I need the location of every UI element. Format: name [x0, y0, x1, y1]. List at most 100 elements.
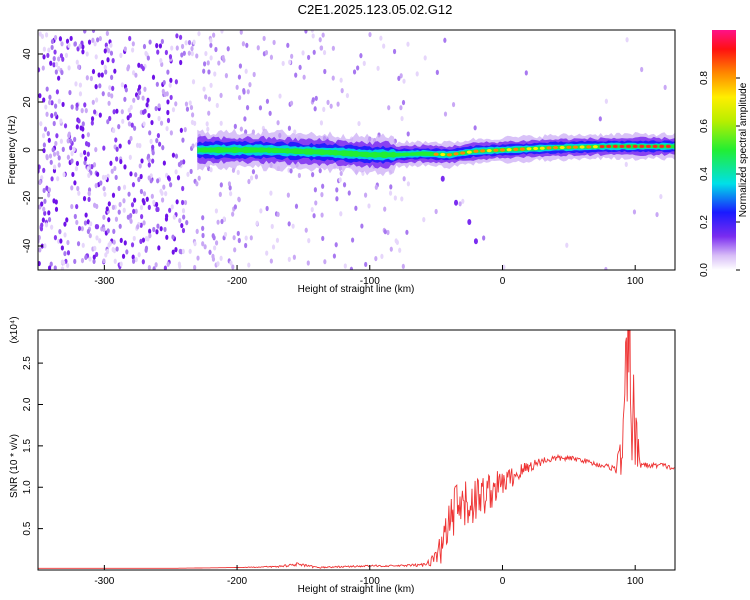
spectrogram-cell [216, 261, 220, 267]
spectrogram-cell [360, 223, 364, 229]
spectrogram-cell [60, 41, 64, 47]
spectrogram-cell [237, 74, 242, 80]
spectrogram-cell [251, 169, 256, 175]
spectrogram-cell [141, 237, 146, 243]
spectrogram-cell [63, 250, 67, 257]
spectrogram-cell [55, 133, 59, 139]
spectrogram-cell [57, 98, 61, 104]
spectrogram-cell [184, 40, 188, 46]
spectrogram-cell [127, 191, 131, 197]
spectrogram-cell [124, 87, 128, 93]
spectrogram-cell [106, 119, 110, 125]
spectrogram-cell [102, 186, 106, 192]
spectrogram-y-tick-label: 40 [22, 48, 33, 60]
spectrogram-cell [48, 153, 53, 159]
spectrogram-cell [331, 75, 335, 81]
spectrogram-cell [242, 87, 246, 94]
spectrogram-cell [54, 69, 58, 75]
spectrogram-cell [151, 74, 156, 80]
spectrogram-cell [224, 73, 229, 79]
spectrogram-cell [406, 131, 410, 137]
spectrogram-cell [126, 64, 131, 70]
spectrogram-cell [106, 228, 110, 234]
spectrogram-cell [40, 222, 44, 228]
spectrogram-cell [213, 71, 217, 77]
spectrogram-cell [169, 94, 173, 101]
spectrogram-cell [74, 81, 78, 87]
spectrogram-cell [42, 206, 46, 212]
spectrogram-cell [131, 182, 136, 188]
spectrogram-cell [172, 214, 176, 220]
spectrogram-cell [314, 95, 318, 101]
spectrogram-cell [400, 196, 404, 202]
spectrogram-cell [147, 204, 151, 210]
spectrogram-x-tick-label: -100 [360, 276, 380, 287]
spectrogram-cell [117, 185, 121, 192]
spectrogram-cell [387, 105, 391, 111]
spectrogram-cell [86, 219, 90, 225]
spectrogram-cell [245, 105, 250, 111]
spectrogram-cell [221, 54, 225, 61]
spectrogram-cell [179, 59, 183, 66]
spectrogram-cell [220, 218, 224, 225]
spectrogram-cell [43, 243, 47, 249]
spectrogram-cell [219, 120, 223, 126]
spectrogram-cell [148, 228, 152, 234]
spectrogram-cell [181, 208, 186, 214]
spectrogram-cell [214, 240, 219, 246]
spectrogram-cell [201, 241, 205, 247]
spectrogram-cell [43, 210, 47, 216]
spectrogram-cell [202, 68, 206, 74]
spectrogram-cell [131, 47, 135, 53]
spectrogram-cell [183, 127, 187, 133]
spectrogram-cell [202, 86, 206, 92]
spectrogram-cell [102, 214, 106, 220]
spectrogram-cell [206, 126, 210, 132]
spectrogram-cell [70, 104, 74, 110]
spectrogram-cell [357, 120, 361, 127]
spectrogram-cell [87, 172, 91, 178]
spectrogram-cell [105, 248, 110, 255]
spectrogram-cell [84, 107, 88, 114]
spectrogram-cell [302, 74, 306, 80]
colorbar-tick-label: 0.4 [699, 167, 710, 181]
spectrogram-cell [50, 224, 54, 230]
spectrogram-cell [161, 145, 165, 151]
spectrogram-cell [73, 136, 77, 142]
spectrogram-cell [269, 190, 273, 196]
spectrogram-cell [292, 254, 296, 260]
spectrogram-cell [195, 53, 199, 59]
spectrogram-cell [237, 237, 241, 244]
spectrogram-cell [171, 152, 176, 158]
spectrogram-hotspot [665, 144, 671, 148]
spectrogram-cell [322, 106, 326, 112]
spectrogram-cell [38, 260, 41, 267]
spectrogram-cell [191, 112, 195, 118]
spectrogram-cell [142, 220, 146, 226]
colorbar-tick-label: 0.8 [699, 71, 710, 85]
spectrogram-cell [98, 112, 102, 118]
spectrogram-cell [83, 149, 87, 156]
spectrogram-cell [105, 206, 109, 212]
spectrogram-cell [42, 97, 46, 103]
spectrogram-cell [313, 187, 317, 193]
spectrogram-cell [207, 69, 211, 75]
spectrogram-cell [85, 51, 89, 57]
spectrogram-cell [336, 101, 340, 107]
spectrogram-cell [63, 123, 68, 129]
spectrogram-cell [190, 46, 194, 52]
spectrogram-cell [313, 106, 317, 112]
spectrogram-cell [52, 56, 56, 62]
spectrogram-cell [289, 168, 293, 174]
spectrogram-cell [187, 39, 192, 46]
spectrogram-cell [155, 81, 159, 87]
spectrogram-cell [84, 156, 88, 162]
spectrogram-cell [45, 111, 49, 117]
spectrogram-cell [81, 44, 85, 50]
spectrogram-cell [269, 258, 273, 264]
spectrogram-cell [193, 241, 197, 247]
spectrogram-cell [53, 164, 57, 170]
spectrogram-cell [229, 191, 233, 197]
spectrogram-hotspot [519, 147, 525, 151]
spectrogram-cell [111, 204, 115, 210]
